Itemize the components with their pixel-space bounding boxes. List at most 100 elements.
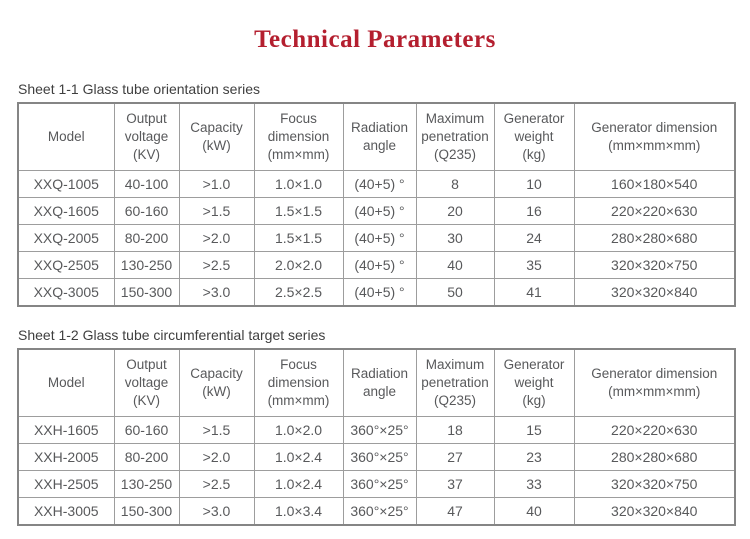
table-cell: (40+5) ° <box>342 251 417 279</box>
column-header: Capacity (kW) <box>178 102 255 171</box>
table-cell: >3.0 <box>178 278 255 307</box>
column-header: Output voltage (KV) <box>113 348 180 417</box>
table-cell: (40+5) ° <box>342 224 417 252</box>
column-header: Generator weight (kg) <box>493 348 575 417</box>
column-header: Output voltage (KV) <box>113 102 180 171</box>
table-cell: 60-160 <box>113 197 180 225</box>
table-cell: 80-200 <box>113 443 180 471</box>
table-cell: 130-250 <box>113 251 180 279</box>
table-cell: >2.5 <box>178 470 255 498</box>
table-row: XXH-3005 150-300 >3.0 1.0×3.4 360°×25° 47 40 32… <box>17 497 736 526</box>
table-cell: XXQ-1005 <box>17 170 115 198</box>
table-cell: 150-300 <box>113 278 180 307</box>
table-row: XXQ-2505 130-250 >2.5 2.0×2.0 (40+5) ° 40 35 32… <box>17 251 736 279</box>
table-cell: 40-100 <box>113 170 180 198</box>
table-cell: 80-200 <box>113 224 180 252</box>
table-cell: 1.0×3.4 <box>253 497 344 526</box>
table-cell: 320×320×840 <box>573 278 736 307</box>
table-cell: 150-300 <box>113 497 180 526</box>
glass-tube-circumferential-table: Model Output voltage (KV) Capacity (kW) Focus d… <box>17 348 736 526</box>
table-cell: 130-250 <box>113 470 180 498</box>
table-cell: 23 <box>493 443 575 471</box>
column-header: Maximum penetration (Q235) <box>415 102 495 171</box>
table-cell: 1.5×1.5 <box>253 197 344 225</box>
table-cell: 2.5×2.5 <box>253 278 344 307</box>
table-cell: XXH-2005 <box>17 443 115 471</box>
table-cell: XXQ-3005 <box>17 278 115 307</box>
table-cell: >3.0 <box>178 497 255 526</box>
column-header: Focus dimension (mm×mm) <box>253 348 344 417</box>
table-cell: >1.0 <box>178 170 255 198</box>
table-cell: 8 <box>415 170 495 198</box>
table-cell: 37 <box>415 470 495 498</box>
table-cell: 280×280×680 <box>573 224 736 252</box>
table-cell: >2.0 <box>178 224 255 252</box>
table-cell: 1.0×2.4 <box>253 443 344 471</box>
table-cell: 220×220×630 <box>573 197 736 225</box>
table-cell: 1.0×2.4 <box>253 470 344 498</box>
table-cell: XXH-2505 <box>17 470 115 498</box>
column-header: Generator dimension (mm×mm×mm) <box>573 348 736 417</box>
table-cell: 24 <box>493 224 575 252</box>
table-cell: 220×220×630 <box>573 416 736 444</box>
column-header: Generator dimension (mm×mm×mm) <box>573 102 736 171</box>
table-cell: 360°×25° <box>342 497 417 526</box>
table-cell: XXQ-2005 <box>17 224 115 252</box>
column-header: Radiation angle <box>342 102 417 171</box>
sheet-1-1-caption: Sheet 1-1 Glass tube orientation series <box>18 81 261 97</box>
table-cell: 30 <box>415 224 495 252</box>
table-cell: 1.5×1.5 <box>253 224 344 252</box>
table-cell: 50 <box>415 278 495 307</box>
column-header: Maximum penetration (Q235) <box>415 348 495 417</box>
table-cell: 47 <box>415 497 495 526</box>
table-cell: 360°×25° <box>342 416 417 444</box>
table-cell: XXH-1605 <box>17 416 115 444</box>
table-cell: 360°×25° <box>342 443 417 471</box>
table-header-row: Model Output voltage (KV) Capacity (kW) Focus d… <box>17 102 736 171</box>
table-row: XXQ-1605 60-160 >1.5 1.5×1.5 (40+5) ° 20 16 220… <box>17 197 736 225</box>
table-cell: >2.0 <box>178 443 255 471</box>
glass-tube-orientation-table: Model Output voltage (KV) Capacity (kW) Focus d… <box>17 102 736 307</box>
table-cell: (40+5) ° <box>342 278 417 307</box>
table-cell: 40 <box>415 251 495 279</box>
table-cell: 20 <box>415 197 495 225</box>
table-cell: XXH-3005 <box>17 497 115 526</box>
column-header: Model <box>17 348 115 417</box>
table-cell: 360°×25° <box>342 470 417 498</box>
table-cell: 160×180×540 <box>573 170 736 198</box>
table-row: XXH-2505 130-250 >2.5 1.0×2.4 360°×25° 37 33 32… <box>17 470 736 498</box>
table-cell: 15 <box>493 416 575 444</box>
column-header: Capacity (kW) <box>178 348 255 417</box>
table-cell: 2.0×2.0 <box>253 251 344 279</box>
table-row: XXH-1605 60-160 >1.5 1.0×2.0 360°×25° 18 15 220… <box>17 416 736 444</box>
table-cell: >2.5 <box>178 251 255 279</box>
table-cell: 320×320×750 <box>573 251 736 279</box>
table-row: XXQ-2005 80-200 >2.0 1.5×1.5 (40+5) ° 30 24 280… <box>17 224 736 252</box>
table-cell: 320×320×750 <box>573 470 736 498</box>
column-header: Model <box>17 102 115 171</box>
table-cell: 16 <box>493 197 575 225</box>
table-row: XXQ-1005 40-100 >1.0 1.0×1.0 (40+5) ° 8 10 160×… <box>17 170 736 198</box>
table-cell: XXQ-2505 <box>17 251 115 279</box>
page-title: Technical Parameters <box>254 26 496 53</box>
column-header: Generator weight (kg) <box>493 102 575 171</box>
table-cell: 33 <box>493 470 575 498</box>
table-cell: 280×280×680 <box>573 443 736 471</box>
table-cell: 1.0×1.0 <box>253 170 344 198</box>
column-header: Radiation angle <box>342 348 417 417</box>
table-cell: 10 <box>493 170 575 198</box>
table-cell: 35 <box>493 251 575 279</box>
table-cell: 60-160 <box>113 416 180 444</box>
table-row: XXH-2005 80-200 >2.0 1.0×2.4 360°×25° 27 23 280… <box>17 443 736 471</box>
table-cell: >1.5 <box>178 416 255 444</box>
table-cell: 320×320×840 <box>573 497 736 526</box>
table-cell: (40+5) ° <box>342 197 417 225</box>
table-cell: (40+5) ° <box>342 170 417 198</box>
table-cell: 1.0×2.0 <box>253 416 344 444</box>
table-cell: >1.5 <box>178 197 255 225</box>
table-cell: 41 <box>493 278 575 307</box>
table-cell: 40 <box>493 497 575 526</box>
table-cell: XXQ-1605 <box>17 197 115 225</box>
table-row: XXQ-3005 150-300 >3.0 2.5×2.5 (40+5) ° 50 41 32… <box>17 278 736 307</box>
